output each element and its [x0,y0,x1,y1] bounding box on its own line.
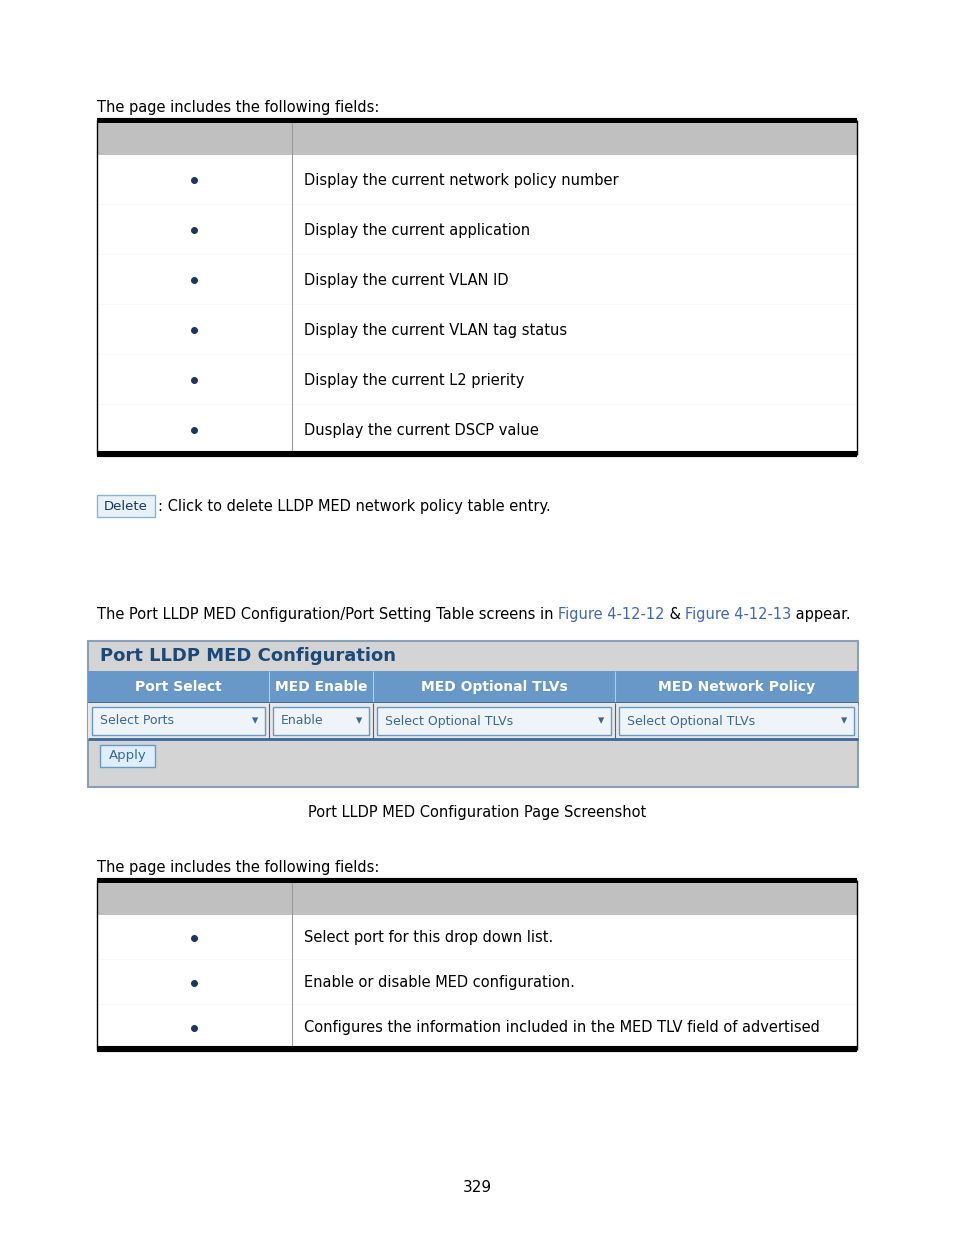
Text: Enable or disable MED configuration.: Enable or disable MED configuration. [304,974,575,990]
Bar [91,706,265,735]
Bar [97,495,154,517]
Text: MED Enable: MED Enable [274,680,367,694]
Bar [100,745,154,767]
Text: Display the current network policy number: Display the current network policy numbe… [304,173,618,188]
Text: MED Optional TLVs: MED Optional TLVs [420,680,567,694]
Bar [88,671,857,703]
Text: Delete: Delete [104,499,148,513]
Text: Display the current VLAN tag status: Display the current VLAN tag status [304,322,566,337]
Bar [97,205,856,254]
Text: MED Network Policy: MED Network Policy [658,680,815,694]
Text: Figure 4-12-12: Figure 4-12-12 [558,606,664,622]
Text: : Click to delete LLDP MED network policy table entry.: : Click to delete LLDP MED network polic… [158,499,550,514]
Text: The page includes the following fields:: The page includes the following fields: [97,100,379,115]
Bar [97,305,856,354]
Bar [97,156,856,205]
Bar [88,641,857,787]
Bar [97,354,856,405]
Bar [97,915,856,960]
Text: Display the current application: Display the current application [304,222,530,237]
Text: Enable: Enable [280,715,323,727]
Text: Apply: Apply [109,750,146,762]
Text: ▾: ▾ [252,715,258,727]
Text: Select Ports: Select Ports [100,715,173,727]
Bar [97,1005,856,1050]
Bar [618,706,853,735]
Text: &: & [664,606,684,622]
Text: 329: 329 [462,1179,491,1195]
Bar [97,883,856,915]
Text: appear.: appear. [791,606,850,622]
Bar [97,124,856,156]
Text: Select Optional TLVs: Select Optional TLVs [384,715,513,727]
Text: Port Select: Port Select [135,680,222,694]
Text: ▾: ▾ [598,715,604,727]
Text: Figure 4-12-13: Figure 4-12-13 [684,606,791,622]
Text: Port LLDP MED Configuration Page Screenshot: Port LLDP MED Configuration Page Screens… [308,805,645,820]
Text: The page includes the following fields:: The page includes the following fields: [97,860,379,876]
Text: Select port for this drop down list.: Select port for this drop down list. [304,930,553,945]
Text: Display the current L2 prierity: Display the current L2 prierity [304,373,524,388]
Text: ▾: ▾ [355,715,361,727]
Bar [97,960,856,1005]
Text: Select Optional TLVs: Select Optional TLVs [627,715,755,727]
Bar [97,254,856,305]
Text: Configures the information included in the MED TLV field of advertised: Configures the information included in t… [304,1020,819,1035]
Text: The Port LLDP MED Configuration/Port Setting Table screens in: The Port LLDP MED Configuration/Port Set… [97,606,558,622]
Bar [273,706,369,735]
Text: Display the current VLAN ID: Display the current VLAN ID [304,273,508,288]
Text: ▾: ▾ [840,715,846,727]
Text: Dusplay the current DSCP value: Dusplay the current DSCP value [304,422,538,437]
Bar [376,706,611,735]
Bar [88,703,857,739]
Text: Port LLDP MED Configuration: Port LLDP MED Configuration [100,647,395,664]
Bar [97,405,856,454]
